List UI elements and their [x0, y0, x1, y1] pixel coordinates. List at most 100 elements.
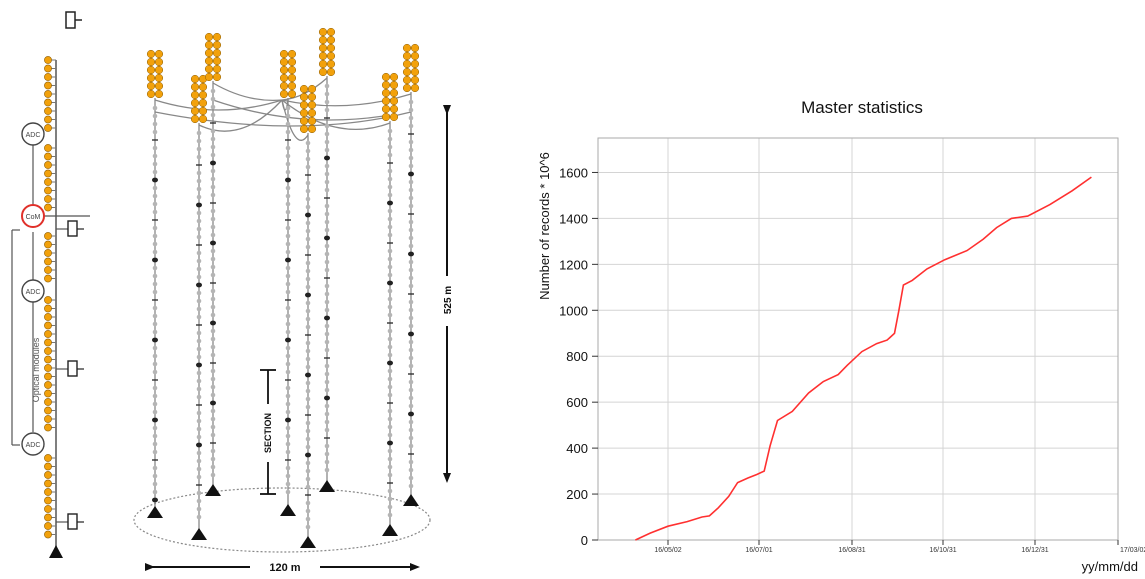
buoy-icon — [410, 75, 420, 85]
y-axis-label: Number of records * 10^6 — [537, 152, 552, 300]
optical-module-icon — [44, 169, 52, 178]
optical-module-icon — [44, 56, 52, 64]
optical-module-icon — [152, 321, 158, 327]
optical-module-icon — [324, 163, 330, 169]
connector-box-icon — [56, 513, 84, 530]
optical-module-icon — [152, 209, 158, 215]
optical-module-icon — [210, 448, 216, 454]
anchor-icon — [319, 480, 335, 492]
optical-module-icon — [408, 483, 414, 489]
storey-icon — [196, 442, 202, 448]
storey-icon — [196, 282, 202, 288]
series-line-group — [635, 176, 1092, 541]
optical-module-icon — [196, 314, 202, 320]
optical-module-icon — [285, 313, 291, 319]
optical-module-icon — [285, 425, 291, 431]
optical-module-icon — [324, 147, 330, 153]
detector-string — [204, 32, 222, 496]
optical-module-icon — [196, 178, 202, 184]
optical-module-icon — [324, 379, 330, 385]
optical-module-icon — [324, 123, 330, 129]
optical-module-icon — [152, 153, 158, 159]
buoy-icon — [212, 40, 222, 50]
optical-module-icon — [210, 408, 216, 414]
x-axis-label: yy/mm/dd — [1082, 559, 1138, 574]
optical-module-icon — [285, 465, 291, 471]
optical-module-icon — [324, 107, 330, 113]
width-label: 120 m — [269, 562, 300, 574]
optical-module-icon — [152, 241, 158, 247]
optical-module-icon — [305, 308, 311, 314]
optical-module-icon — [44, 471, 52, 479]
optical-module-icon — [387, 288, 393, 294]
buoy-icon — [410, 83, 420, 93]
optical-module-icon — [324, 451, 330, 457]
optical-module-icon — [305, 156, 311, 162]
y-tick-label: 1200 — [559, 257, 588, 272]
optical-module-icon — [387, 312, 393, 318]
optical-module-icon — [305, 284, 311, 290]
optical-module-icon — [324, 419, 330, 425]
optical-module-icon — [408, 467, 414, 473]
seabed-ellipse — [133, 487, 431, 553]
buoy-icon — [299, 92, 309, 102]
optical-module-icon — [408, 347, 414, 353]
optical-module-icon — [305, 188, 311, 194]
optical-module-icon — [152, 185, 158, 191]
optical-module-icon — [210, 352, 216, 358]
optical-module-icon — [196, 378, 202, 384]
connector-box-icon — [56, 360, 84, 377]
optical-module-icon — [196, 514, 202, 520]
buoy-icon — [410, 59, 420, 69]
optical-module-icon — [408, 459, 414, 465]
optical-module-icon — [210, 176, 216, 182]
optical-module-icon — [285, 441, 291, 447]
optical-module-icon — [210, 192, 216, 198]
optical-module-icon — [210, 336, 216, 342]
buoy-icon — [402, 43, 412, 53]
storey-icon — [196, 362, 202, 368]
optical-module-icon — [152, 393, 158, 399]
storey-icon — [210, 320, 216, 326]
optical-module-icon — [210, 248, 216, 254]
buoy-icon — [279, 89, 289, 99]
optical-module-icon — [324, 243, 330, 249]
optical-module-icon — [210, 208, 216, 214]
optical-module-icon — [210, 104, 216, 110]
optical-module-icon — [285, 201, 291, 207]
buoy-icon — [212, 56, 222, 66]
optical-module-icon — [324, 467, 330, 473]
optical-module-icon — [210, 384, 216, 390]
buoy-icon — [190, 90, 200, 100]
optical-module-icon — [305, 220, 311, 226]
optical-module-icon — [196, 250, 202, 256]
buoy-icon — [279, 57, 289, 67]
buoy-icon — [307, 108, 317, 118]
optical-module-icon — [210, 96, 216, 102]
buoy-icon — [318, 67, 328, 77]
cable — [212, 82, 283, 102]
anchor-icon — [280, 504, 296, 516]
optical-module-icon — [196, 194, 202, 200]
optical-module-icon — [152, 441, 158, 447]
buoy-icon — [389, 96, 399, 106]
optical-module-icon — [196, 346, 202, 352]
buoy-icon — [307, 84, 317, 94]
optical-module-icon — [408, 419, 414, 425]
buoy-icon — [381, 96, 391, 106]
optical-module-icon — [324, 371, 330, 377]
optical-module-icon — [285, 473, 291, 479]
buoy-icon — [204, 40, 214, 50]
buoy-icon — [212, 72, 222, 82]
optical-module-icon — [408, 139, 414, 145]
y-axis: 0 200 400 600 800 1000 1200 1400 1600 — [559, 165, 598, 548]
optical-module-icon — [408, 395, 414, 401]
y-tick-label: 0 — [581, 533, 588, 548]
optical-module-icon — [152, 361, 158, 367]
optical-module-icon — [305, 180, 311, 186]
storey-icon — [305, 452, 311, 458]
storey-icon — [305, 292, 311, 298]
optical-module-icon — [152, 169, 158, 175]
adc-unit: ADC — [21, 432, 45, 456]
optical-module-icon — [408, 99, 414, 105]
